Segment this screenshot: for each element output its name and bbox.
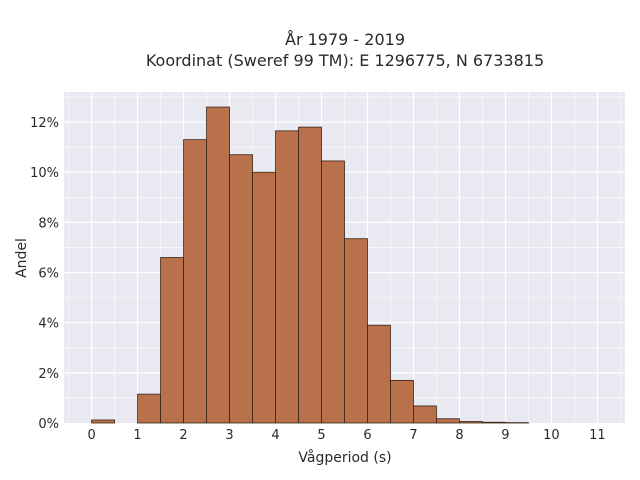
histogram-bar — [321, 160, 345, 424]
histogram-bar — [344, 238, 368, 424]
histogram-bar — [390, 379, 414, 424]
histogram-bar — [275, 130, 299, 424]
bars — [91, 106, 529, 424]
y-tick-label: 0% — [38, 417, 59, 432]
y-axis-label: Andel — [14, 238, 30, 278]
histogram-bar — [206, 106, 230, 424]
histogram-bar — [459, 421, 483, 424]
x-tick-label: 8 — [455, 428, 463, 443]
x-tick-label: 2 — [179, 428, 187, 443]
histogram-bar — [436, 418, 460, 424]
x-tick-label: 0 — [87, 428, 95, 443]
y-tick-label: 2% — [38, 367, 59, 382]
histogram-bar — [137, 393, 161, 424]
histogram-bar — [229, 154, 253, 424]
x-tick-label: 11 — [589, 428, 606, 443]
y-tick-label: 10% — [30, 166, 59, 181]
chart-title-line2: Koordinat (Sweref 99 TM): E 1296775, N 6… — [146, 51, 544, 70]
x-tick-label: 5 — [317, 428, 325, 443]
histogram-bar — [91, 419, 115, 424]
y-tick-labels: 0% 2% 4% 6% 8% 10% 12% — [30, 116, 59, 432]
histogram-bar — [298, 126, 322, 424]
chart-title-line1: År 1979 - 2019 — [285, 30, 405, 49]
histogram-bar — [367, 324, 391, 424]
x-tick-label: 4 — [271, 428, 279, 443]
y-tick-label: 8% — [38, 216, 59, 231]
x-tick-label: 9 — [501, 428, 509, 443]
histogram-bar — [413, 405, 437, 424]
x-tick-label: 6 — [363, 428, 371, 443]
x-tick-label: 7 — [409, 428, 417, 443]
x-tick-label: 10 — [543, 428, 560, 443]
x-tick-label: 1 — [133, 428, 141, 443]
histogram-bar — [482, 421, 506, 424]
y-tick-label: 6% — [38, 267, 59, 282]
y-tick-label: 4% — [38, 317, 59, 332]
x-tick-labels: 0 1 2 3 4 5 6 7 8 9 10 11 — [87, 428, 605, 443]
histogram-bar — [160, 257, 184, 424]
histogram-bar — [183, 139, 207, 424]
histogram-bar — [252, 171, 276, 424]
y-tick-label: 12% — [30, 116, 59, 131]
x-axis-label: Vågperiod (s) — [298, 449, 391, 466]
x-tick-label: 3 — [225, 428, 233, 443]
